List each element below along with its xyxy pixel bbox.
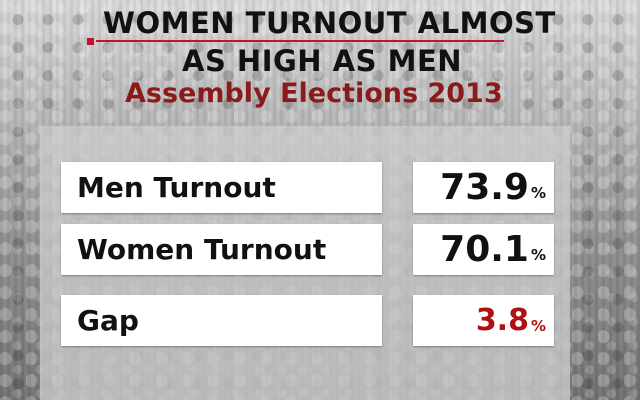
women-turnout-unit: % (530, 245, 546, 264)
subtitle: Assembly Elections 2013 (125, 78, 503, 109)
women-turnout-label: Women Turnout (61, 224, 382, 275)
title-line-2: AS HIGH AS MEN (182, 44, 463, 78)
title-underline (96, 40, 504, 42)
gap-label: Gap (61, 295, 382, 346)
gap-value-box: 3.8 % (413, 295, 554, 346)
men-turnout-unit: % (530, 183, 546, 202)
gap-value: 3.8 (475, 302, 529, 338)
gap-unit: % (530, 316, 546, 335)
title-line-1: WOMEN TURNOUT ALMOST (103, 6, 556, 40)
men-turnout-label: Men Turnout (61, 162, 382, 213)
accent-square (87, 38, 94, 45)
header: WOMEN TURNOUT ALMOST AS HIGH AS MEN Asse… (0, 0, 640, 120)
women-turnout-value: 70.1 (440, 228, 529, 270)
men-turnout-value: 73.9 (440, 166, 529, 208)
men-turnout-value-box: 73.9 % (413, 162, 554, 213)
women-turnout-value-box: 70.1 % (413, 224, 554, 275)
